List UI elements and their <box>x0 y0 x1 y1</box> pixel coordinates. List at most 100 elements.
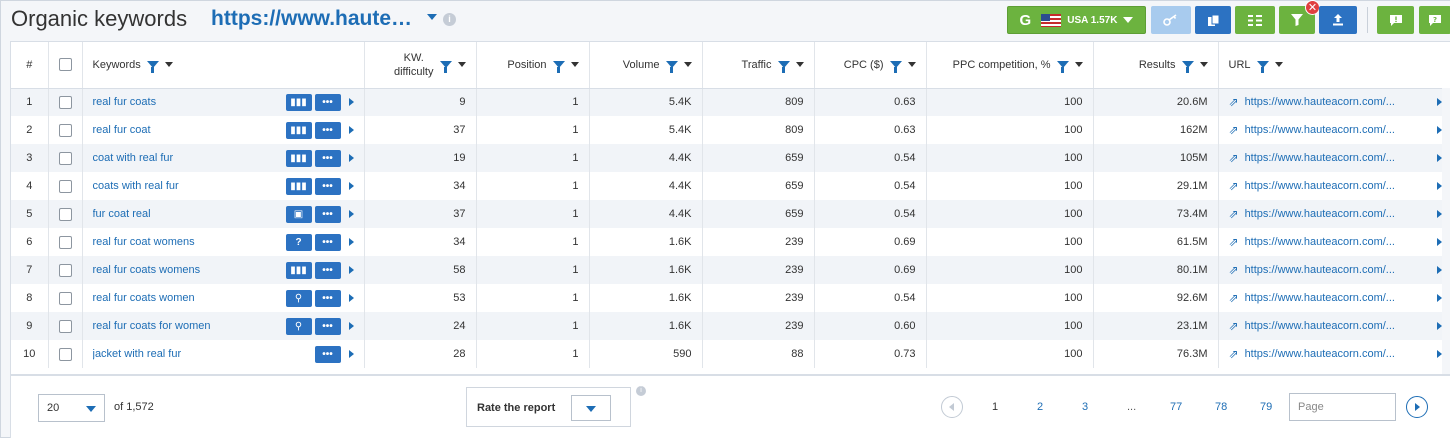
keyword-link[interactable]: jacket with real fur <box>92 348 182 360</box>
col-header-ppc-competition[interactable]: PPC competition, % <box>926 42 1094 89</box>
external-link-icon[interactable]: ⇗ <box>1228 263 1239 277</box>
keyword-link[interactable]: real fur coat womens <box>92 236 195 248</box>
sort-caret-icon[interactable] <box>457 62 466 68</box>
row-checkbox[interactable] <box>58 291 72 305</box>
more-options-icon[interactable]: ••• <box>314 93 341 111</box>
filter-icon[interactable] <box>552 61 565 74</box>
expand-row-icon[interactable] <box>348 266 354 274</box>
row-checkbox[interactable] <box>58 235 72 249</box>
col-header-position[interactable]: Position <box>476 42 590 89</box>
expand-url-icon[interactable] <box>1436 294 1442 302</box>
row-checkbox[interactable] <box>58 319 72 333</box>
row-checkbox[interactable] <box>58 123 72 137</box>
page-3[interactable]: 3 <box>1082 401 1089 413</box>
more-options-icon[interactable]: ••• <box>314 289 341 307</box>
info-icon[interactable]: i <box>636 386 646 396</box>
vertical-scrollbar[interactable] <box>1442 88 1450 374</box>
clear-filter-icon[interactable]: ✕ <box>1305 0 1320 15</box>
external-link-icon[interactable]: ⇗ <box>1228 207 1239 221</box>
expand-url-icon[interactable] <box>1436 350 1442 358</box>
row-checkbox[interactable] <box>58 347 72 361</box>
filter-icon[interactable] <box>665 61 678 74</box>
serp-feature-question-icon[interactable]: ? <box>285 233 312 251</box>
external-link-icon[interactable]: ⇗ <box>1228 151 1239 165</box>
filter-icon[interactable] <box>1181 61 1194 74</box>
sort-caret-icon[interactable] <box>795 62 804 68</box>
help-button[interactable]: ? <box>1419 6 1450 34</box>
more-options-icon[interactable]: ••• <box>314 121 341 139</box>
serp-feature-bars-icon[interactable]: ▮▮▮ <box>285 177 312 195</box>
database-selector-button[interactable]: G USA 1.57K <box>1007 6 1146 34</box>
expand-url-icon[interactable] <box>1436 126 1442 134</box>
serp-feature-bars-icon[interactable]: ▮▮▮ <box>285 261 312 279</box>
page-1[interactable]: 1 <box>992 401 999 413</box>
expand-url-icon[interactable] <box>1436 238 1442 246</box>
external-link-icon[interactable]: ⇗ <box>1228 123 1239 137</box>
filter-icon[interactable] <box>146 61 159 74</box>
page-2[interactable]: 2 <box>1037 401 1044 413</box>
col-header-cpc[interactable]: CPC ($) <box>814 42 927 89</box>
key-button[interactable] <box>1151 6 1191 34</box>
export-button[interactable] <box>1319 6 1357 34</box>
serp-feature-bars-icon[interactable]: ▮▮▮ <box>285 121 312 139</box>
expand-url-icon[interactable] <box>1436 266 1442 274</box>
keyword-link[interactable]: coats with real fur <box>92 180 179 192</box>
filter-icon[interactable] <box>889 61 902 74</box>
keyword-link[interactable]: real fur coat <box>92 124 151 136</box>
url-link[interactable]: https://www.hauteacorn.com/... <box>1244 292 1395 304</box>
page-79[interactable]: 79 <box>1260 401 1273 413</box>
keyword-link[interactable]: coat with real fur <box>92 152 174 164</box>
keyword-link[interactable]: real fur coats women <box>92 292 195 304</box>
external-link-icon[interactable]: ⇗ <box>1228 347 1239 361</box>
filter-icon[interactable] <box>1056 61 1069 74</box>
external-link-icon[interactable]: ⇗ <box>1228 95 1239 110</box>
page-78[interactable]: 78 <box>1215 401 1228 413</box>
serp-feature-images-icon[interactable]: ▣ <box>285 205 312 223</box>
expand-row-icon[interactable] <box>348 238 354 246</box>
prev-page-button[interactable] <box>941 396 963 418</box>
filter-icon[interactable] <box>439 61 452 74</box>
filter-icon[interactable] <box>777 61 790 74</box>
page-77[interactable]: 77 <box>1170 401 1183 413</box>
more-options-icon[interactable]: ••• <box>314 233 341 251</box>
serp-feature-shopping-icon[interactable]: ⚲ <box>285 317 312 335</box>
url-link[interactable]: https://www.hauteacorn.com/... <box>1244 320 1395 332</box>
external-link-icon[interactable]: ⇗ <box>1228 291 1239 305</box>
expand-row-icon[interactable] <box>348 294 354 302</box>
expand-url-icon[interactable] <box>1436 154 1442 162</box>
expand-row-icon[interactable] <box>348 322 354 330</box>
url-link[interactable]: https://www.hauteacorn.com/... <box>1244 180 1395 192</box>
next-page-button[interactable] <box>1406 396 1428 418</box>
sort-caret-icon[interactable] <box>1274 62 1283 68</box>
url-link[interactable]: https://www.hauteacorn.com/... <box>1244 124 1395 136</box>
expand-row-icon[interactable] <box>348 154 354 162</box>
sort-caret-icon[interactable] <box>570 62 579 68</box>
sort-caret-icon[interactable] <box>1199 62 1208 68</box>
expand-url-icon[interactable] <box>1436 322 1442 330</box>
col-header-kw-difficulty[interactable]: KW. difficulty <box>364 42 477 89</box>
rate-report-select[interactable] <box>571 395 611 421</box>
expand-row-icon[interactable] <box>348 126 354 134</box>
col-header-keywords[interactable]: Keywords <box>82 42 365 89</box>
url-link[interactable]: https://www.hauteacorn.com/... <box>1244 96 1395 109</box>
expand-url-icon[interactable] <box>1436 182 1442 190</box>
page-number-input[interactable] <box>1289 393 1396 421</box>
expand-row-icon[interactable] <box>348 182 354 190</box>
serp-feature-bars-icon[interactable]: ▮▮▮ <box>285 149 312 167</box>
feedback-button[interactable] <box>1377 6 1414 34</box>
copy-button[interactable] <box>1195 6 1231 34</box>
serp-feature-shopping-icon[interactable]: ⚲ <box>285 289 312 307</box>
filter-icon[interactable] <box>1256 61 1269 74</box>
url-link[interactable]: https://www.hauteacorn.com/... <box>1244 208 1395 220</box>
more-options-icon[interactable]: ••• <box>314 345 341 363</box>
expand-row-icon[interactable] <box>348 350 354 358</box>
external-link-icon[interactable]: ⇗ <box>1228 319 1239 333</box>
expand-row-icon[interactable] <box>348 210 354 218</box>
col-header-volume[interactable]: Volume <box>589 42 703 89</box>
domain-link[interactable]: https://www.haute… <box>211 7 413 30</box>
more-options-icon[interactable]: ••• <box>314 317 341 335</box>
col-header-traffic[interactable]: Traffic <box>702 42 815 89</box>
info-icon[interactable]: i <box>443 13 456 26</box>
keyword-link[interactable]: real fur coats <box>92 96 157 109</box>
columns-button[interactable] <box>1235 6 1275 34</box>
